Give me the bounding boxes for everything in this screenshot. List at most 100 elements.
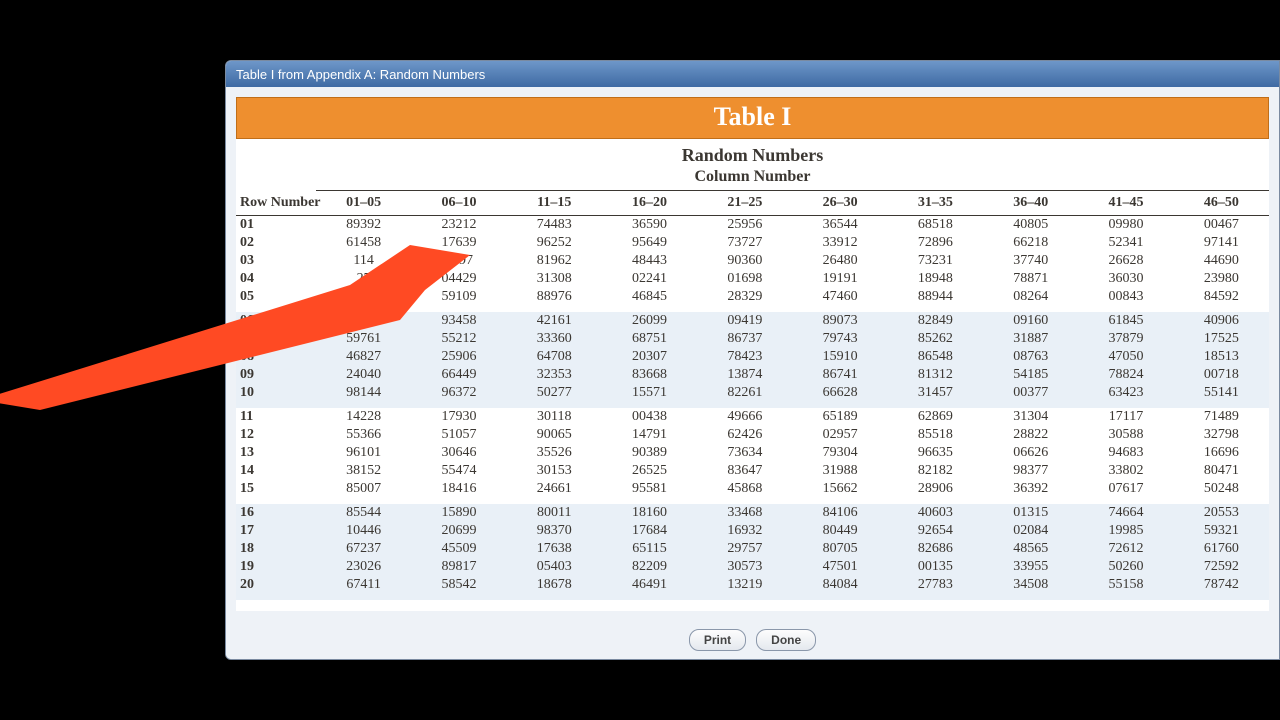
random-numbers-table: Row Number 01–0506–1011–1516–2021–2526–3… [236,190,1269,600]
table-cell: 93458 [411,312,506,330]
table-cell: 17930 [411,408,506,426]
row-number: 07 [236,330,316,348]
table-cell: 49666 [697,408,792,426]
table-cell: 67237 [316,540,411,558]
table-cell: 61845 [1078,312,1173,330]
table-cell: 37740 [983,252,1078,270]
table-cell: 50260 [1078,558,1173,576]
row-number: 17 [236,522,316,540]
table-cell: 66628 [792,384,887,402]
table-cell: 36590 [602,216,697,235]
table-cell: 67411 [316,576,411,594]
table-cell: 26480 [792,252,887,270]
column-group-label: Column Number [236,168,1269,186]
table-cell: 55158 [1078,576,1173,594]
table-cell: 46845 [602,288,697,306]
table-cell: 31304 [983,408,1078,426]
table-cell: 66218 [983,234,1078,252]
table-cell: 05403 [507,558,602,576]
table-cell: 47460 [792,288,887,306]
table-cell: 78824 [1078,366,1173,384]
table-cell: 26099 [602,312,697,330]
table-cell: 114 [316,252,411,270]
table-row: 1255366510579006514791624260295785518288… [236,426,1269,444]
done-button[interactable]: Done [756,629,816,651]
table-cell: 38152 [316,462,411,480]
table-cell: 00718 [1174,366,1269,384]
table-row: 1585007184162466195581458681566228906363… [236,480,1269,498]
table-cell: 25956 [697,216,792,235]
table-cell: 44690 [1174,252,1269,270]
column-header: 11–15 [507,191,602,216]
print-button[interactable]: Print [689,629,746,651]
row-number: 06 [236,312,316,330]
table-cell: 18416 [411,480,506,498]
table-header-row: Row Number 01–0506–1011–1516–2021–2526–3… [236,191,1269,216]
table-cell: 00467 [1174,216,1269,235]
table-cell: 40603 [888,504,983,522]
table-cell: 32798 [1174,426,1269,444]
table-cell: 27783 [888,576,983,594]
scroll-area[interactable]: Table I Random Numbers Column Number Row… [236,97,1269,611]
table-cell: 08264 [983,288,1078,306]
table-cell: 89392 [316,216,411,235]
table-cell: 74483 [507,216,602,235]
table-cell: 17525 [1174,330,1269,348]
column-header: 26–30 [792,191,887,216]
table-cell: 63423 [1078,384,1173,402]
table-cell: 29757 [697,540,792,558]
table-cell: 18513 [1174,348,1269,366]
table-cell: 13219 [697,576,792,594]
letterbox-top [0,0,1280,60]
table-cell: 00377 [983,384,1078,402]
table-row: 1710446206999837017684169328044992654020… [236,522,1269,540]
table-cell: 25906 [411,348,506,366]
table-cell: 98144 [316,384,411,402]
table-cell: 46491 [602,576,697,594]
table-cell: 4197 [411,252,506,270]
table-cell: 31308 [507,270,602,288]
table-cell: 35526 [507,444,602,462]
table-cell: 88976 [507,288,602,306]
table-cell: 90360 [697,252,792,270]
table-cell: 61760 [1174,540,1269,558]
table-cell: 42161 [507,312,602,330]
table-cell: 82686 [888,540,983,558]
table-cell: 74664 [1078,504,1173,522]
table-cell: 89073 [792,312,887,330]
row-number: 03 [236,252,316,270]
table-cell: 55212 [411,330,506,348]
table-cell: 79304 [792,444,887,462]
table-subtitle: Random Numbers [236,145,1269,166]
table-cell: 73727 [697,234,792,252]
table-cell: 14791 [602,426,697,444]
table-cell: 86548 [888,348,983,366]
table-cell: 10446 [316,522,411,540]
table-row: 0681902934584216126099094198907382849091… [236,312,1269,330]
row-number: 05 [236,288,316,306]
table-cell: 19191 [792,270,887,288]
table-cell: 94683 [1078,444,1173,462]
table-cell: 33360 [507,330,602,348]
table-cell: 33468 [697,504,792,522]
table-cell: 31457 [888,384,983,402]
table-cell: 16932 [697,522,792,540]
table-cell: 78423 [697,348,792,366]
table-cell: 33912 [792,234,887,252]
table-cell: 02084 [983,522,1078,540]
table-cell: 97141 [1174,234,1269,252]
table-row: 2067411585421867846491132198408427783345… [236,576,1269,594]
table-cell: 20699 [411,522,506,540]
table-cell: 33802 [1078,462,1173,480]
table-cell: 96372 [411,384,506,402]
table-cell: 31887 [983,330,1078,348]
table-cell: 14228 [316,408,411,426]
table-cell: 15662 [792,480,887,498]
table-cell: 31988 [792,462,887,480]
table-cell: 72896 [888,234,983,252]
table-cell: 18948 [888,270,983,288]
table-cell: 32353 [507,366,602,384]
table-cell: 01698 [697,270,792,288]
table-cell: 09419 [697,312,792,330]
table-cell: 98370 [507,522,602,540]
